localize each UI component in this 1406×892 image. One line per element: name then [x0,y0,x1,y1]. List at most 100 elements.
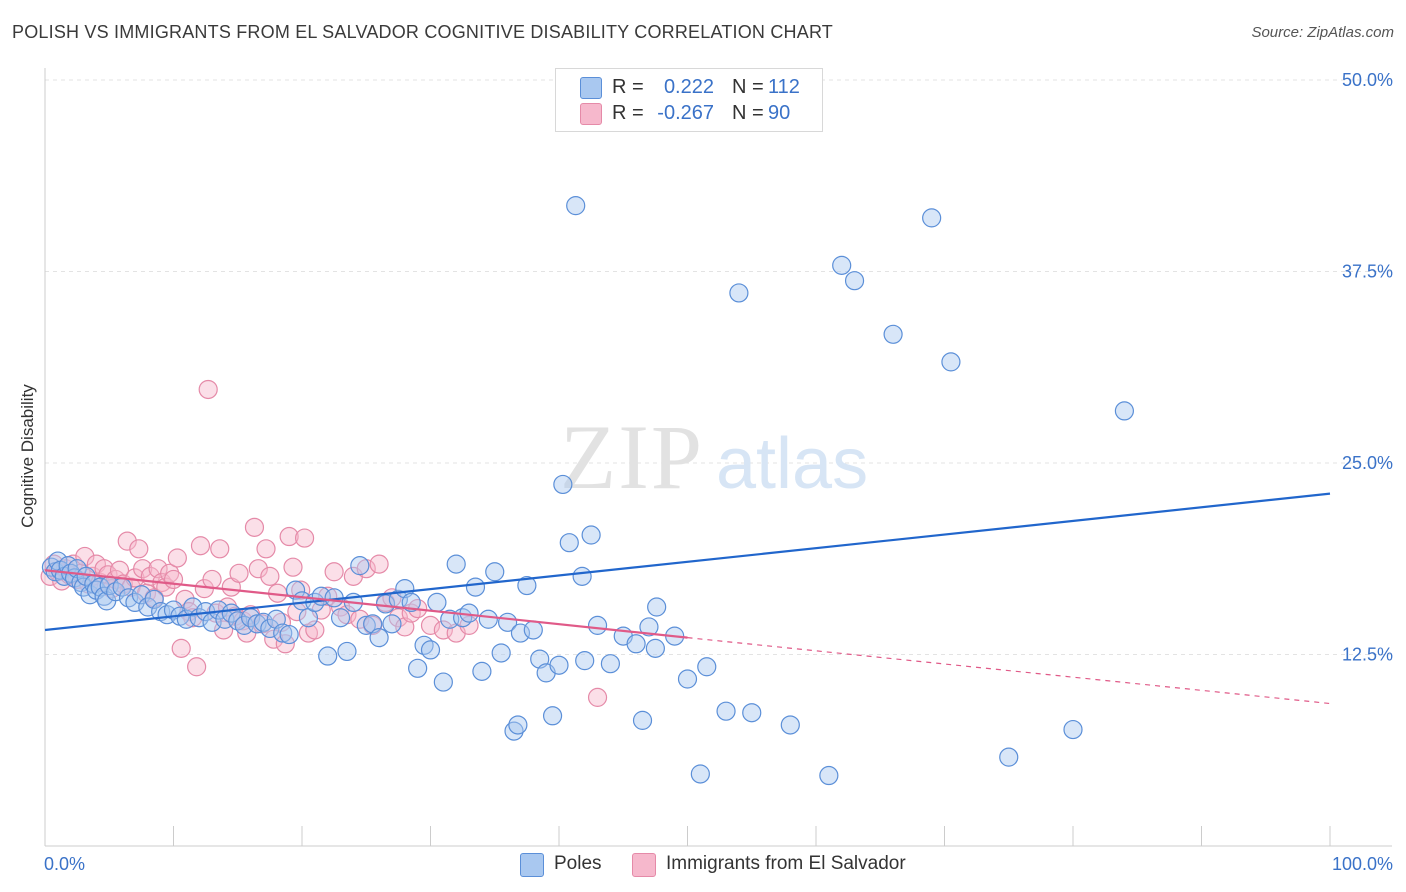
y-tick-label: 12.5% [1342,645,1393,665]
poles-legend-swatch [520,853,544,877]
poles-point [465,577,486,597]
poles-point [632,710,653,730]
poles-point [1063,719,1083,740]
legend-row-salvador: R = -0.267 N = 90 [556,100,822,126]
poles-point [491,643,511,663]
poles-point [420,640,441,660]
poles-point [553,474,573,495]
salvador-point [210,539,230,559]
poles-point [581,525,601,545]
poles-point [131,585,151,605]
poles-n-value: 112 [768,76,800,98]
poles-point [318,646,338,666]
poles-point [922,208,942,228]
poles-point [523,620,543,640]
watermark: ZIP atlas [560,406,868,508]
poles-point [542,706,563,726]
watermark-atlas: atlas [716,424,868,504]
poles-point [350,556,370,576]
salvador-point [190,536,211,556]
salvador-legend-swatch [632,853,656,877]
x-tick-label: 0.0% [44,854,85,874]
salvador-r-label: R = [612,102,644,124]
poles-point [844,271,865,291]
poles-point [485,562,505,582]
poles-point [941,352,961,372]
salvador-point [202,569,222,590]
poles-point [279,624,299,645]
salvador-point [260,566,280,586]
poles-point [639,617,659,637]
salvador-point [294,528,315,548]
chart-title: POLISH VS IMMIGRANTS FROM EL SALVADOR CO… [12,22,834,42]
legend-row-poles: R = 0.222 N = 112 [556,74,822,100]
poles-point [138,597,158,617]
poles-point [369,628,389,648]
source-credit: Source: ZipAtlas.com [1251,24,1394,41]
poles-point [472,661,492,681]
poles-point [273,623,293,643]
salvador-n-value: 90 [768,102,791,124]
tick-labels: 12.5% 25.0% 37.5% 50.0% 0.0% 100.0% [44,70,1393,874]
y-tick-label: 25.0% [1342,453,1393,473]
poles-point [144,589,164,609]
poles-point [427,592,447,613]
salvador-point [587,687,608,707]
poles-swatch [580,77,602,99]
poles-trend-line [44,492,1331,632]
salvador-point [163,569,184,590]
salvador-point [324,562,344,582]
poles-point [819,765,839,786]
grid-lines [45,79,1392,655]
poles-point [600,654,621,674]
poles-point [337,641,357,662]
poles-point [125,592,145,613]
salvador-point [229,563,249,583]
salvador-point [187,657,207,677]
salvador-r-value: -0.267 [657,102,714,124]
salvador-point [117,531,137,551]
watermark-zip: ZIP [560,406,704,508]
poles-point [356,615,376,635]
poles-point [575,651,595,671]
poles-point [478,609,498,629]
salvador-point [167,548,187,568]
poles-point [433,672,453,692]
poles-point [999,747,1019,767]
poles-point [832,255,852,275]
salvador-point [133,559,153,579]
poles-point [883,324,903,344]
poles-legend-label: Poles [554,853,602,874]
salvador-point [198,379,218,400]
poles-point [626,634,646,654]
salvador-point [129,539,149,559]
poles-point [587,615,608,635]
salvador-trend-extension [687,637,1331,705]
salvador-point [256,539,276,559]
poles-point [716,701,736,721]
poles-point [647,597,667,617]
poles-r-label: R = [612,76,644,98]
correlation-legend: R = 0.222 N = 112 R = -0.267 N = 90 [555,68,823,132]
salvador-point [305,620,325,640]
trend-lines [44,492,1331,705]
salvador-point [75,546,95,567]
poles-point [183,597,203,617]
poles-point [382,614,402,634]
salvador-swatch [580,103,602,125]
poles-point [330,608,351,628]
poles-point [401,592,421,613]
poles-point [559,533,579,553]
salvador-point [171,638,191,658]
poles-point [247,614,267,634]
poles-point [690,764,710,784]
salvador-point [244,517,265,537]
salvador-trend-line [44,569,688,639]
poles-point [549,655,569,675]
poles-n-label: N = [732,76,764,98]
poles-point [729,283,749,303]
poles-point [572,566,592,586]
poles-point [1114,401,1135,421]
y-tick-label: 37.5% [1342,262,1393,282]
